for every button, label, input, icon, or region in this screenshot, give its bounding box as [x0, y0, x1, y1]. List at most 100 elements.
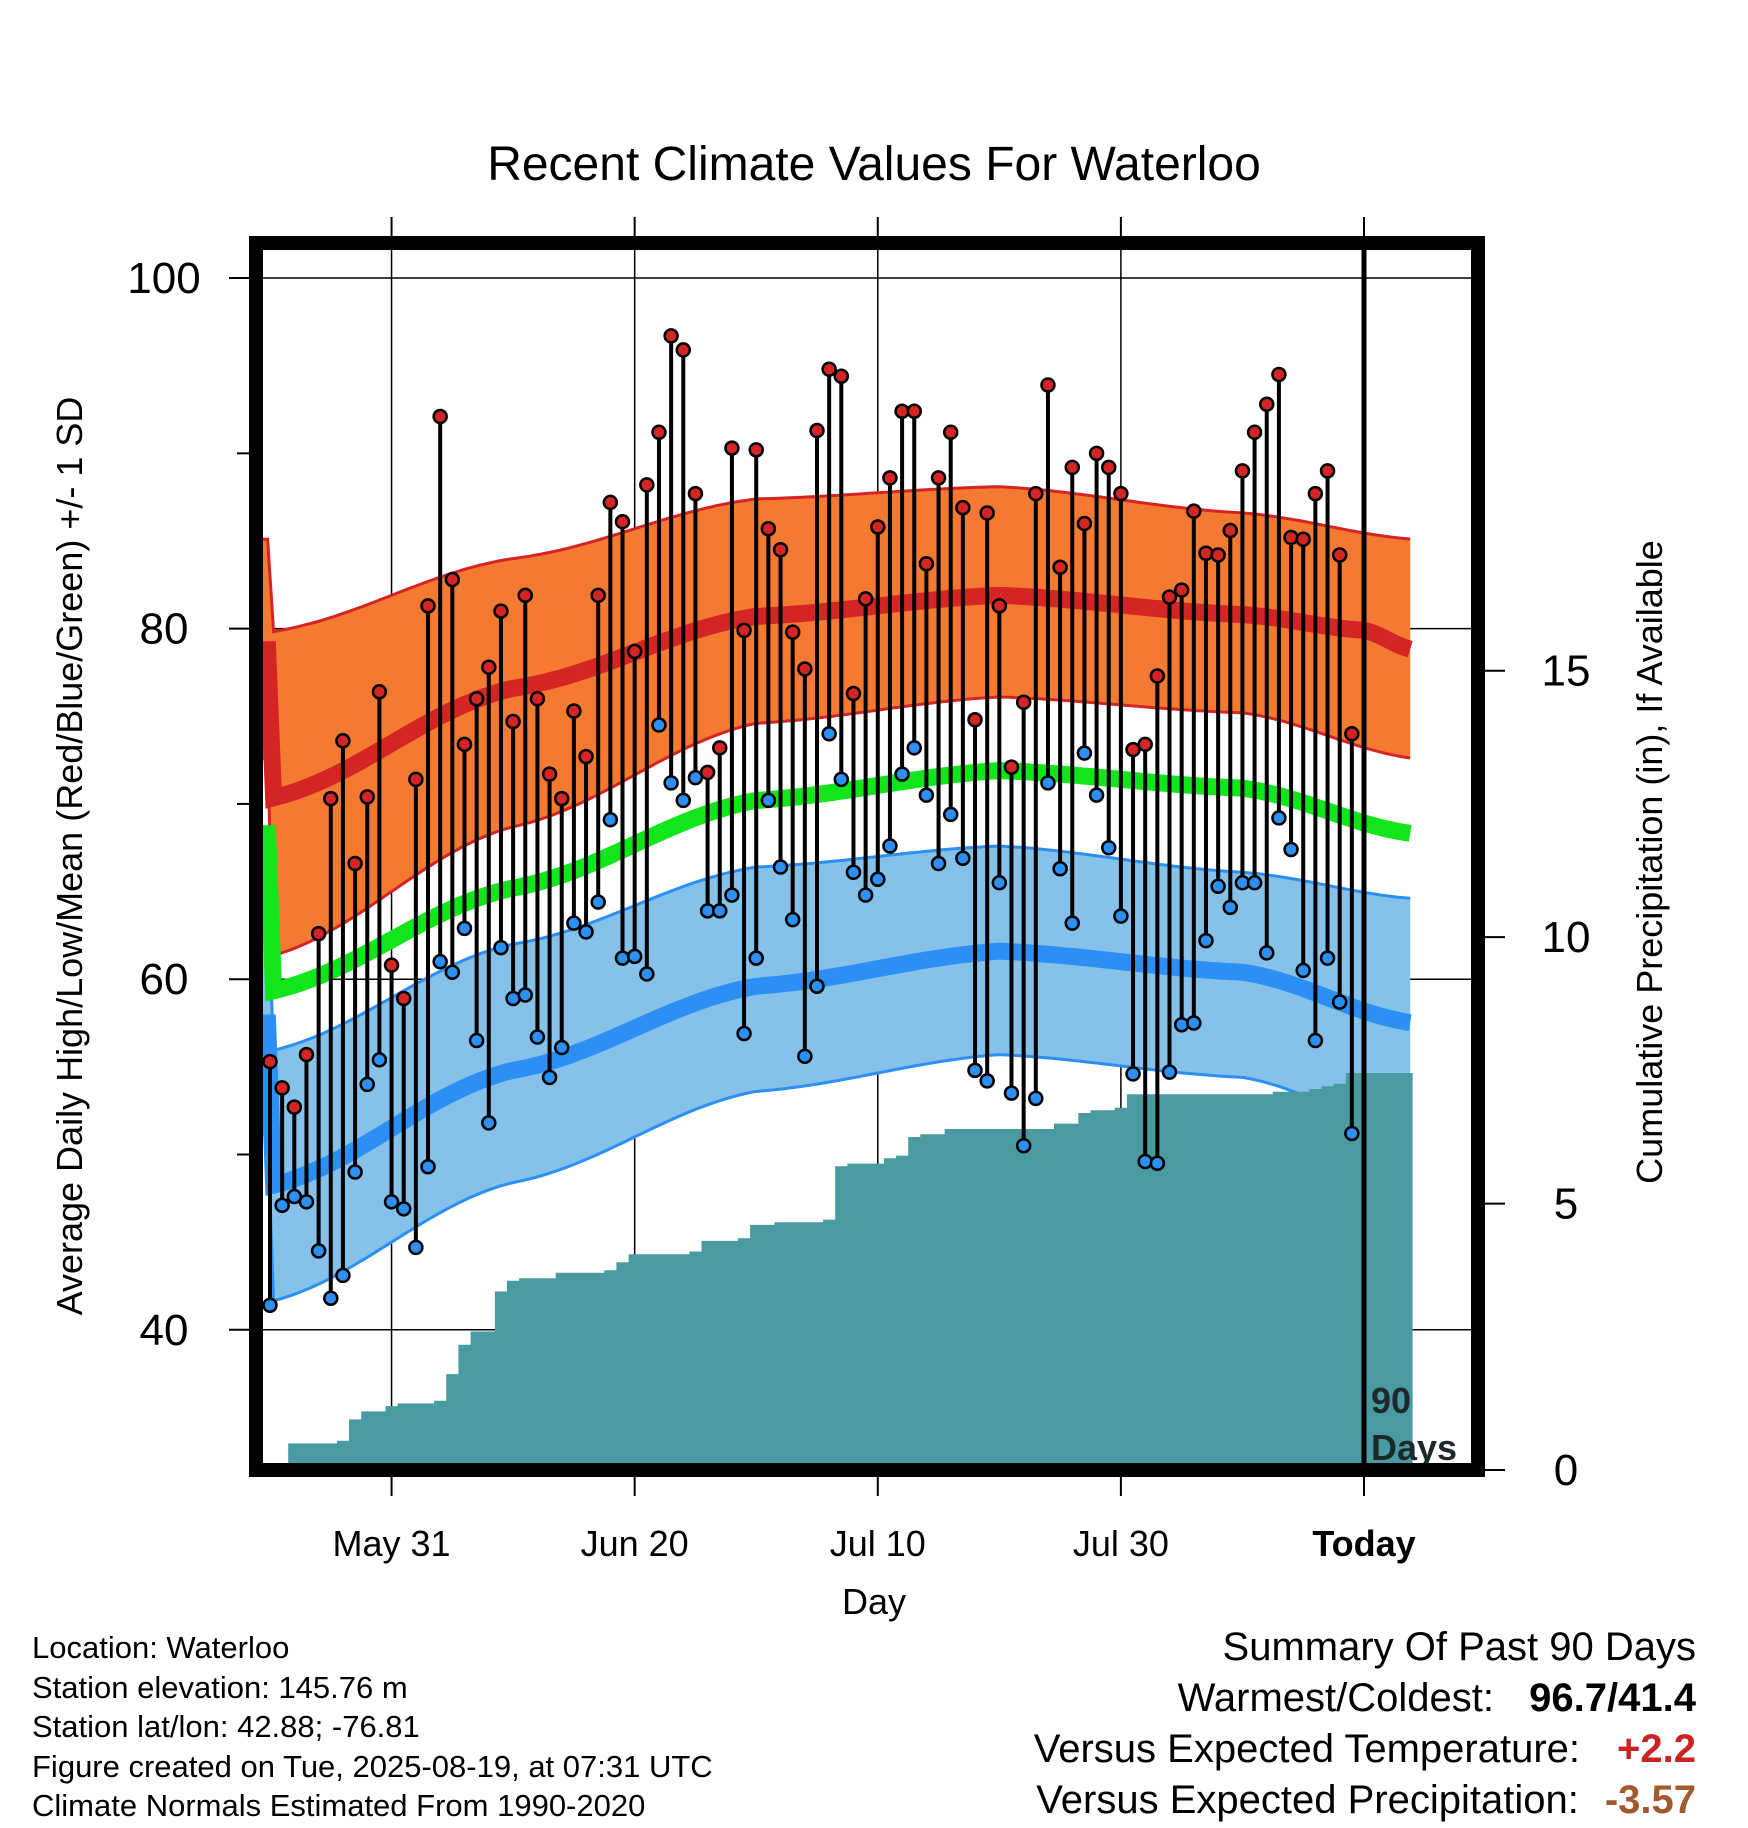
- daily-low-point: [456, 920, 473, 937]
- daily-low-point: [1283, 841, 1299, 858]
- normal-low-line: [259, 942, 1412, 1197]
- daily-high-point: [651, 424, 667, 441]
- daily-high-point: [699, 764, 716, 781]
- daily-low-point: [712, 903, 728, 919]
- daily-low-point: [614, 950, 631, 966]
- x-tick-label: Today: [1312, 1523, 1415, 1564]
- precip-label: Versus Expected Precipitation:: [1036, 1778, 1579, 1822]
- daily-high-point: [1295, 531, 1311, 547]
- daily-low-point: [1125, 1066, 1141, 1082]
- daily-low-point: [821, 726, 837, 742]
- daily-high-point: [1259, 396, 1275, 413]
- y-axis-label-right: Cumulative Precipitation (in), If Availa…: [1629, 540, 1670, 1184]
- daily-high-point: [930, 470, 947, 486]
- daily-high-point: [1064, 459, 1081, 476]
- x-tick-label: Jun 20: [581, 1523, 689, 1564]
- daily-low-point: [1271, 810, 1287, 826]
- daily-low-point: [541, 1069, 558, 1086]
- y-left-tick-label: 100: [127, 254, 200, 303]
- daily-low-point: [432, 953, 448, 970]
- daily-high-point: [541, 766, 558, 782]
- daily-high-point: [675, 342, 692, 358]
- daily-high-point: [979, 505, 995, 521]
- created-text: Figure created on Tue, 2025-08-19, at 07…: [32, 1748, 713, 1784]
- summary-panel: Summary Of Past 90 Days Warmest/Coldest:…: [1034, 1622, 1696, 1826]
- warm-cold-row: Warmest/Coldest: 96.7/41.4: [1034, 1673, 1696, 1724]
- daily-high-point: [1088, 445, 1105, 462]
- daily-high-point: [1076, 515, 1093, 532]
- daily-high-point: [1234, 463, 1251, 479]
- daily-high-point: [1137, 736, 1153, 753]
- normals-text: Climate Normals Estimated From 1990-2020: [32, 1788, 646, 1823]
- daily-high-point: [553, 790, 570, 807]
- daily-low-point: [298, 1194, 315, 1210]
- daily-high-point: [626, 643, 643, 660]
- daily-low-point: [359, 1076, 375, 1093]
- daily-low-point: [383, 1194, 400, 1210]
- daily-high-point: [1210, 547, 1226, 563]
- daily-low-point: [1161, 1064, 1178, 1080]
- daily-low-point: [1295, 962, 1311, 979]
- daily-low-point: [1015, 1137, 1032, 1154]
- daily-high-point: [590, 587, 606, 604]
- daily-low-point: [371, 1052, 388, 1068]
- daily-low-point: [1064, 915, 1081, 931]
- daily-low-point: [347, 1164, 363, 1180]
- daily-high-point: [724, 440, 740, 456]
- daily-low-point: [566, 915, 582, 931]
- today-marker-label: Days: [1371, 1427, 1457, 1468]
- daily-low-point: [809, 978, 825, 994]
- daily-low-point: [1307, 1032, 1324, 1049]
- elevation-text: Station elevation: 145.76 m: [32, 1669, 408, 1705]
- y-left-tick-label: 60: [140, 955, 189, 1004]
- daily-high-point: [1113, 485, 1129, 502]
- daily-high-point: [359, 789, 375, 805]
- daily-high-point: [1173, 582, 1190, 598]
- daily-high-point: [444, 571, 461, 588]
- daily-low-point: [1173, 1017, 1190, 1033]
- daily-low-point: [979, 1073, 995, 1089]
- daily-low-point: [468, 1032, 485, 1049]
- daily-high-point: [712, 740, 728, 756]
- daily-high-point: [456, 736, 473, 753]
- daily-high-point: [772, 542, 789, 558]
- daily-high-point: [566, 703, 582, 719]
- daily-low-point: [420, 1159, 436, 1175]
- daily-low-point: [651, 717, 667, 733]
- temp-value: +2.2: [1617, 1727, 1696, 1771]
- plot-frame: [249, 236, 1485, 1477]
- daily-high-point: [1283, 529, 1299, 546]
- daily-high-point: [821, 361, 837, 377]
- daily-low-point: [553, 1039, 570, 1056]
- y-right-tick-label: 0: [1554, 1446, 1578, 1495]
- chart-title: Recent Climate Values For Waterloo: [487, 138, 1261, 191]
- daily-low-point: [395, 1201, 412, 1217]
- precip-row: Versus Expected Precipitation: -3.57: [1034, 1775, 1696, 1826]
- daily-high-point: [918, 556, 935, 572]
- daily-high-point: [748, 442, 764, 458]
- daily-high-point: [845, 685, 862, 702]
- daily-high-point: [882, 470, 898, 486]
- station-info: Location: Waterloo Station elevation: 14…: [32, 1628, 713, 1826]
- daily-high-point: [262, 1053, 278, 1070]
- daily-high-point: [468, 690, 485, 707]
- daily-high-point: [335, 733, 351, 749]
- daily-high-point: [736, 622, 752, 639]
- daily-high-point: [602, 494, 619, 511]
- latlon-text: Station lat/lon: 42.88; -76.81: [32, 1709, 420, 1744]
- daily-high-point: [857, 591, 874, 607]
- daily-high-point: [420, 598, 436, 614]
- daily-low-point: [602, 811, 619, 828]
- y-axis-label-left: Average Daily High/Low/Mean (Red/Blue/Gr…: [49, 397, 90, 1316]
- daily-low-point: [930, 855, 947, 872]
- daily-high-point: [967, 712, 983, 728]
- y-right-tick-label: 15: [1542, 647, 1591, 696]
- daily-high-point: [481, 659, 497, 675]
- daily-high-point: [395, 990, 412, 1007]
- daily-low-point: [1222, 899, 1239, 916]
- daily-high-point: [797, 661, 813, 677]
- daily-low-point: [1246, 875, 1263, 891]
- daily-low-point: [955, 850, 971, 867]
- daily-high-point: [760, 520, 777, 537]
